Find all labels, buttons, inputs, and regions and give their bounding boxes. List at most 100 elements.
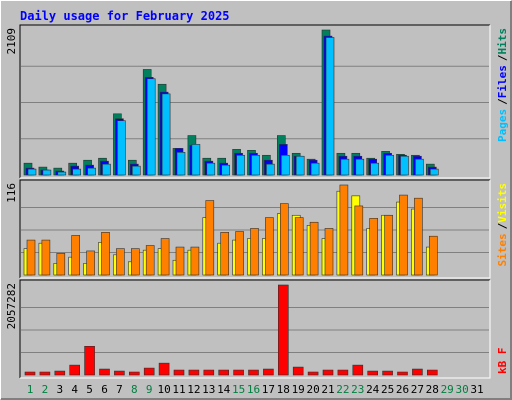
bar <box>263 368 274 376</box>
bar <box>233 369 244 376</box>
x-tick-label: 23 <box>351 383 364 396</box>
x-tick-label: 29 <box>441 383 454 396</box>
bar <box>339 184 349 276</box>
bar <box>175 246 185 276</box>
x-tick-label: 31 <box>470 383 483 396</box>
x-tick-label: 25 <box>381 383 394 396</box>
bar <box>309 221 319 276</box>
bar <box>414 197 423 276</box>
panel-border <box>20 280 491 379</box>
x-tick-label: 15 <box>232 383 245 396</box>
bar <box>266 163 275 176</box>
bar <box>114 370 125 376</box>
bar <box>369 218 379 276</box>
bar <box>294 217 304 276</box>
chart-title: Daily usage for February 2025 <box>20 9 230 23</box>
bar <box>218 369 229 376</box>
bar <box>206 162 216 176</box>
bar <box>101 232 110 276</box>
legend-entry: Files <box>496 65 509 98</box>
bar <box>325 37 335 176</box>
x-tick-label: 30 <box>455 383 468 396</box>
panel-border <box>20 25 491 179</box>
x-tick-label: 5 <box>86 383 93 396</box>
bar <box>203 369 215 376</box>
bar <box>370 162 380 176</box>
bar <box>322 369 334 376</box>
bar <box>42 169 52 176</box>
bar <box>384 214 393 276</box>
bar <box>129 371 140 376</box>
bar <box>340 158 350 176</box>
bar <box>56 252 66 276</box>
x-tick-label: 22 <box>336 383 349 396</box>
panel-border <box>19 24 490 178</box>
bar <box>71 235 80 276</box>
x-tick-label: 2 <box>42 383 49 396</box>
bar <box>205 200 215 276</box>
bar <box>116 248 125 276</box>
bar <box>69 364 80 376</box>
panel <box>20 280 490 378</box>
bar <box>250 228 259 276</box>
bar <box>221 164 230 176</box>
bar <box>102 163 111 176</box>
bar <box>426 369 438 376</box>
bar <box>87 167 96 176</box>
bar <box>385 154 394 176</box>
x-tick-label: 7 <box>116 383 123 396</box>
bar <box>428 235 438 276</box>
x-tick-label: 13 <box>202 383 215 396</box>
bar <box>99 368 110 376</box>
bar <box>39 371 51 376</box>
legend-entry: kB F <box>496 348 509 375</box>
y-tick-label: 2109 <box>5 28 18 55</box>
x-tick-label: 1 <box>27 383 34 396</box>
bar <box>86 250 95 276</box>
bar <box>54 370 66 376</box>
bar <box>355 158 365 176</box>
legend-separator: / <box>496 222 509 229</box>
bar <box>248 369 259 376</box>
x-tick-label: 6 <box>101 383 108 396</box>
bar <box>235 231 244 276</box>
bar <box>352 364 364 376</box>
bar <box>27 168 37 176</box>
x-tick-label: 18 <box>277 383 290 396</box>
x-tick-label: 16 <box>247 383 260 396</box>
bar <box>337 369 349 376</box>
bar <box>24 371 36 376</box>
bar <box>190 246 200 276</box>
x-tick-label: 3 <box>56 383 63 396</box>
legend-separator: / <box>496 54 509 61</box>
bar <box>310 162 320 176</box>
x-tick-label: 24 <box>366 383 380 396</box>
bar <box>146 78 156 176</box>
x-tick-label: 12 <box>187 383 200 396</box>
bar <box>400 155 409 176</box>
bar <box>415 158 424 176</box>
bar <box>251 154 260 176</box>
bar <box>143 367 155 376</box>
bar <box>265 217 274 276</box>
x-tick-label: 27 <box>411 383 424 396</box>
bar <box>84 346 95 376</box>
panel-border <box>19 279 490 378</box>
bar <box>324 228 334 276</box>
bar <box>236 154 245 176</box>
bar <box>279 203 289 276</box>
bar <box>117 120 126 176</box>
bar <box>277 284 289 376</box>
legend-entry: Pages <box>496 109 509 142</box>
panel-border <box>19 179 490 278</box>
legend-entry: Sites <box>496 233 509 266</box>
bar <box>295 155 305 176</box>
x-tick-label: 9 <box>146 383 153 396</box>
x-tick-label: 26 <box>396 383 409 396</box>
bar <box>429 168 439 176</box>
x-tick-label: 8 <box>131 383 138 396</box>
bar <box>397 371 408 376</box>
bar <box>191 144 201 176</box>
